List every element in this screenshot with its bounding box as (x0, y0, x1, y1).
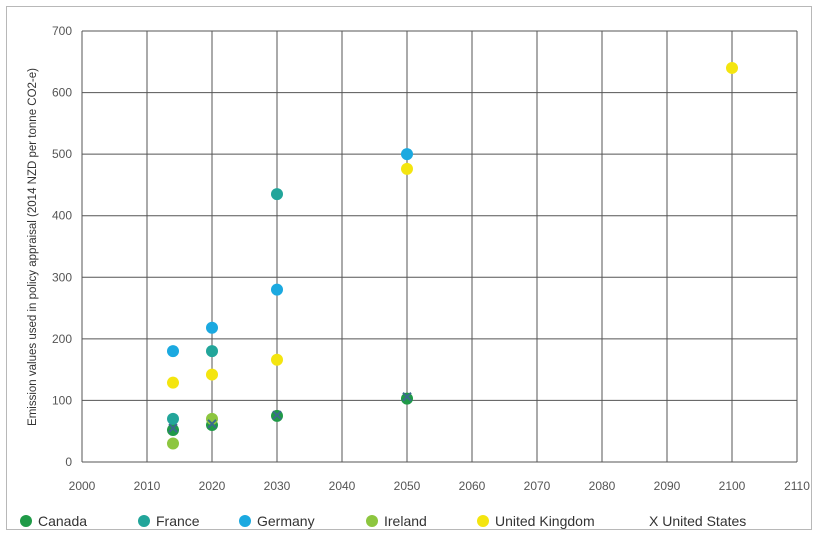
y-tick-label: 400 (52, 209, 72, 223)
data-point-ireland (167, 437, 179, 450)
data-point-germany (206, 321, 218, 334)
legend-marker-france (138, 515, 150, 527)
x-tick-label: 2060 (459, 479, 486, 493)
x-tick-label: 2010 (134, 479, 161, 493)
legend-marker-united-kingdom (477, 515, 489, 527)
data-point-germany (401, 148, 413, 161)
data-point-united-kingdom (167, 376, 179, 389)
x-tick-label: 2100 (719, 479, 746, 493)
y-tick-label: 500 (52, 147, 72, 161)
data-point-france (167, 412, 179, 425)
x-mark-stroke (402, 392, 412, 402)
x-tick-label: 2000 (69, 479, 96, 493)
x-tick-label: 2090 (654, 479, 681, 493)
data-point-canada (401, 392, 413, 405)
data-point-united-states (168, 423, 178, 433)
y-tick-label: 100 (52, 393, 72, 407)
x-tick-label: 2030 (264, 479, 291, 493)
legend-label-canada: Canada (38, 513, 87, 529)
legend-label-united-kingdom: United Kingdom (495, 513, 595, 529)
legend-marker-germany (239, 515, 251, 527)
chart-frame (6, 6, 812, 530)
data-point-united-kingdom (726, 61, 738, 74)
data-point-germany (271, 283, 283, 296)
x-tick-label: 2050 (394, 479, 421, 493)
data-point-canada (167, 423, 179, 436)
data-point-united-states (207, 419, 217, 429)
data-point-united-states (402, 392, 412, 402)
x-tick-label: 2080 (589, 479, 616, 493)
legend-label-x-united-states: X United States (649, 513, 746, 529)
legend-marker-canada (20, 515, 32, 527)
x-tick-label: 2110 (784, 479, 810, 493)
data-point-united-kingdom (206, 368, 218, 381)
x-mark-stroke (207, 419, 217, 429)
data-point-france (206, 345, 218, 358)
data-point-germany (167, 345, 179, 358)
legend-label-ireland: Ireland (384, 513, 427, 529)
y-tick-label: 200 (52, 332, 72, 346)
x-tick-label: 2070 (524, 479, 551, 493)
data-point-france (271, 188, 283, 201)
y-tick-label: 700 (52, 24, 72, 38)
data-point-united-states (272, 410, 282, 420)
y-tick-label: 300 (52, 270, 72, 284)
legend-label-france: France (156, 513, 200, 529)
data-point-united-kingdom (271, 353, 283, 366)
y-tick-label: 600 (52, 86, 72, 100)
y-axis-label: Emission values used in policy appraisal… (27, 68, 39, 426)
y-tick-label: 0 (65, 455, 72, 469)
x-mark-stroke (168, 423, 178, 433)
x-tick-label: 2020 (199, 479, 226, 493)
x-mark-stroke (272, 410, 282, 420)
legend-label-germany: Germany (257, 513, 315, 529)
x-tick-label: 2040 (329, 479, 356, 493)
data-point-united-kingdom (401, 162, 413, 175)
legend-marker-ireland (366, 515, 378, 527)
